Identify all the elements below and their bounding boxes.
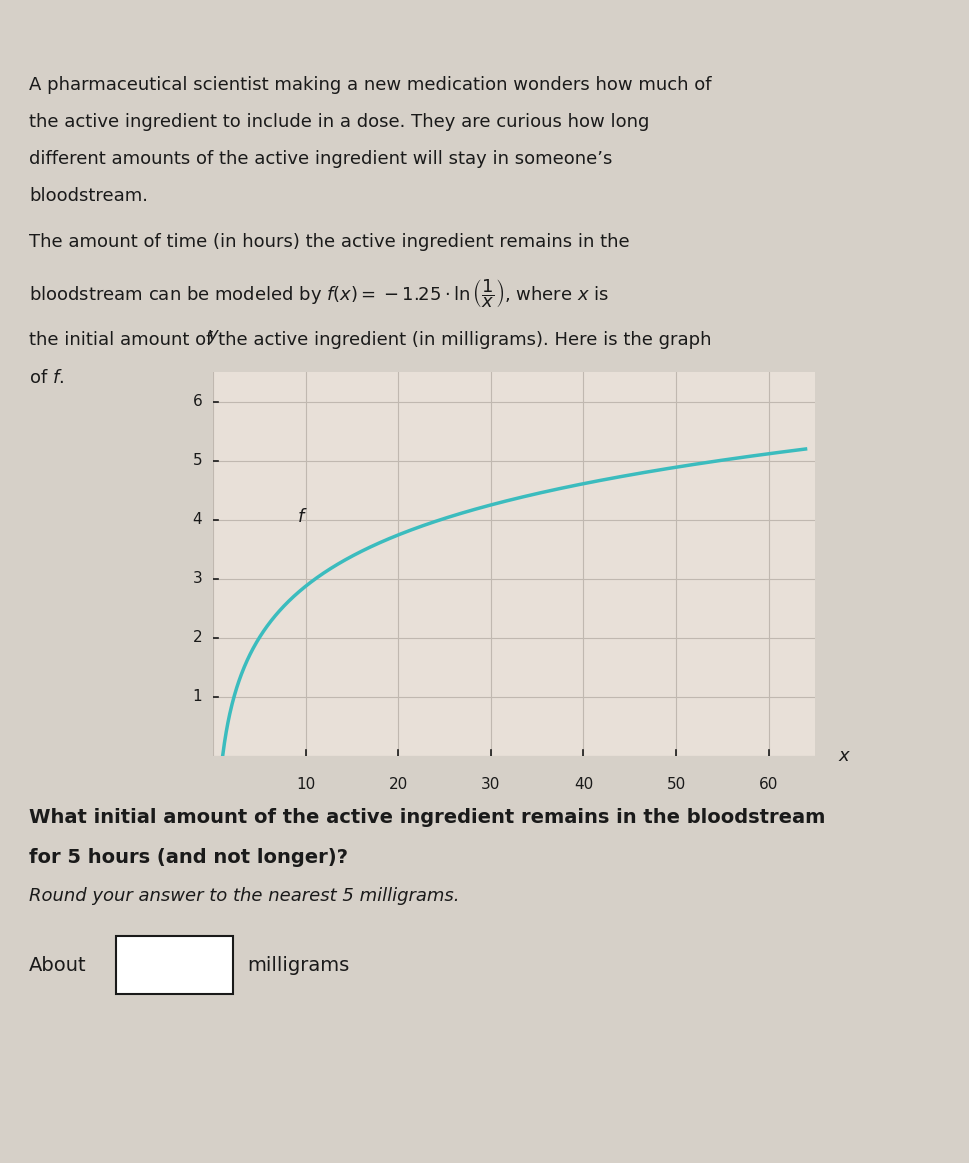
Text: bloodstream can be modeled by $f(x) = -1.25 \cdot \ln\left(\dfrac{1}{x}\right)$,: bloodstream can be modeled by $f(x) = -1…: [29, 277, 609, 309]
Text: the initial amount of the active ingredient (in milligrams). Here is the graph: the initial amount of the active ingredi…: [29, 331, 711, 349]
Text: bloodstream.: bloodstream.: [29, 187, 148, 205]
Text: $f$: $f$: [297, 508, 307, 526]
Text: 30: 30: [481, 777, 500, 792]
Text: 4: 4: [193, 512, 203, 527]
Text: 1: 1: [193, 690, 203, 705]
Text: 60: 60: [758, 777, 777, 792]
Text: 6: 6: [193, 394, 203, 409]
Text: milligrams: milligrams: [247, 956, 349, 975]
Text: 5: 5: [193, 454, 203, 469]
Text: $x$: $x$: [837, 747, 851, 765]
Text: 3: 3: [193, 571, 203, 586]
Text: The amount of time (in hours) the active ingredient remains in the: The amount of time (in hours) the active…: [29, 233, 629, 250]
Text: Round your answer to the nearest 5 milligrams.: Round your answer to the nearest 5 milli…: [29, 887, 459, 905]
FancyBboxPatch shape: [116, 936, 233, 994]
Text: of $f$.: of $f$.: [29, 369, 64, 386]
Text: 20: 20: [389, 777, 408, 792]
Text: $y$: $y$: [206, 328, 220, 345]
Text: 10: 10: [296, 777, 315, 792]
Text: A pharmaceutical scientist making a new medication wonders how much of: A pharmaceutical scientist making a new …: [29, 76, 711, 93]
Text: the active ingredient to include in a dose. They are curious how long: the active ingredient to include in a do…: [29, 113, 649, 130]
Text: 40: 40: [574, 777, 592, 792]
Text: 2: 2: [193, 630, 203, 645]
Text: for 5 hours (and not longer)?: for 5 hours (and not longer)?: [29, 848, 348, 866]
Text: About: About: [29, 956, 86, 975]
Text: 50: 50: [666, 777, 685, 792]
Text: What initial amount of the active ingredient remains in the bloodstream: What initial amount of the active ingred…: [29, 808, 825, 827]
Text: different amounts of the active ingredient will stay in someone’s: different amounts of the active ingredie…: [29, 150, 611, 167]
